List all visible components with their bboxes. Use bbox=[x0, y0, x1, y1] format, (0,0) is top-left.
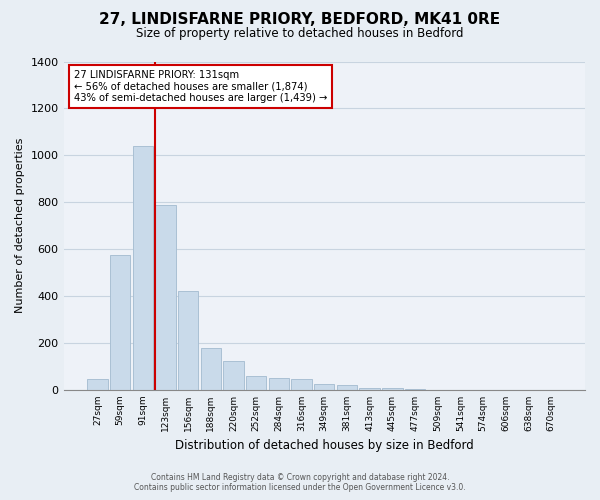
Bar bbox=[382, 388, 403, 390]
Text: 27 LINDISFARNE PRIORY: 131sqm
← 56% of detached houses are smaller (1,874)
43% o: 27 LINDISFARNE PRIORY: 131sqm ← 56% of d… bbox=[74, 70, 328, 103]
Bar bbox=[87, 380, 107, 390]
Bar bbox=[200, 348, 221, 390]
Y-axis label: Number of detached properties: Number of detached properties bbox=[15, 138, 25, 314]
Text: Size of property relative to detached houses in Bedford: Size of property relative to detached ho… bbox=[136, 28, 464, 40]
Bar bbox=[337, 385, 357, 390]
Bar bbox=[155, 204, 176, 390]
X-axis label: Distribution of detached houses by size in Bedford: Distribution of detached houses by size … bbox=[175, 440, 473, 452]
Bar bbox=[223, 360, 244, 390]
Text: 27, LINDISFARNE PRIORY, BEDFORD, MK41 0RE: 27, LINDISFARNE PRIORY, BEDFORD, MK41 0R… bbox=[100, 12, 500, 28]
Text: Contains HM Land Registry data © Crown copyright and database right 2024.
Contai: Contains HM Land Registry data © Crown c… bbox=[134, 473, 466, 492]
Bar bbox=[178, 292, 199, 390]
Bar bbox=[405, 389, 425, 390]
Bar bbox=[133, 146, 153, 390]
Bar bbox=[246, 376, 266, 390]
Bar bbox=[292, 380, 312, 390]
Bar bbox=[314, 384, 334, 390]
Bar bbox=[269, 378, 289, 390]
Bar bbox=[110, 255, 130, 390]
Bar bbox=[359, 388, 380, 390]
